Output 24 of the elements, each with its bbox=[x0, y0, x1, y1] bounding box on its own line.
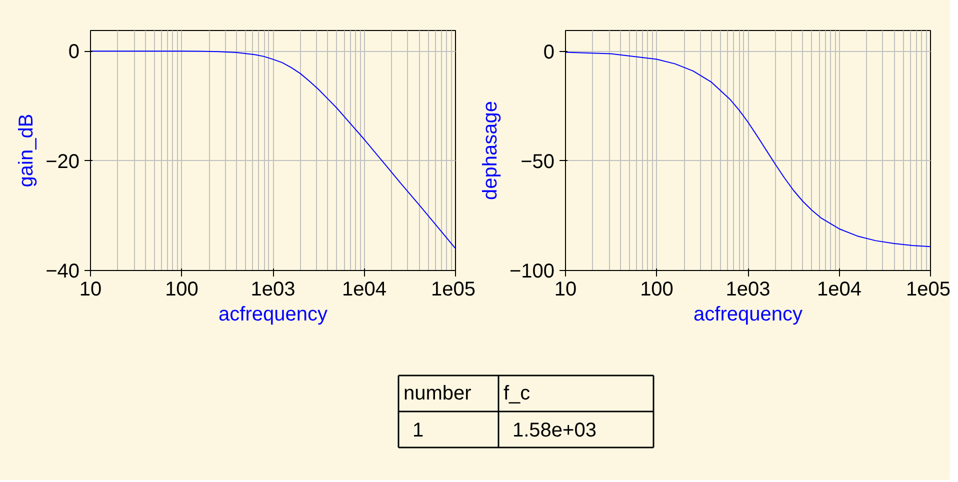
y-tick-label: −20 bbox=[46, 150, 80, 173]
x-tick-label: 1e03 bbox=[726, 278, 770, 300]
y-tick-label: −100 bbox=[509, 260, 555, 282]
y-axis-title: gain_dB bbox=[16, 114, 38, 188]
x-tick-label: 1e04 bbox=[342, 278, 387, 300]
text: f_c bbox=[504, 382, 530, 404]
x-tick-label: 1e05 bbox=[906, 278, 951, 300]
y-tick-label: −40 bbox=[46, 260, 80, 282]
x-axis-title: acfrequency bbox=[694, 304, 802, 326]
x-tick-label: 1e05 bbox=[431, 278, 476, 300]
y-axis-title: dephasage bbox=[479, 101, 502, 200]
x-tick-label: 1e04 bbox=[817, 278, 862, 300]
y-tick-label: 0 bbox=[68, 41, 80, 64]
x-tick-label: 100 bbox=[165, 278, 198, 300]
x-axis-title: acfrequency bbox=[218, 304, 328, 326]
x-tick-label: 10 bbox=[79, 278, 102, 300]
text: 1 bbox=[412, 420, 424, 442]
y-tick-label: −50 bbox=[520, 150, 555, 173]
x-tick-label: 100 bbox=[640, 278, 674, 300]
x-tick-label: 1e03 bbox=[250, 278, 296, 300]
y-tick-label: 0 bbox=[543, 41, 554, 64]
x-tick-label: 10 bbox=[554, 278, 577, 300]
text: number bbox=[404, 382, 472, 404]
text: 1.58e+03 bbox=[512, 420, 596, 442]
